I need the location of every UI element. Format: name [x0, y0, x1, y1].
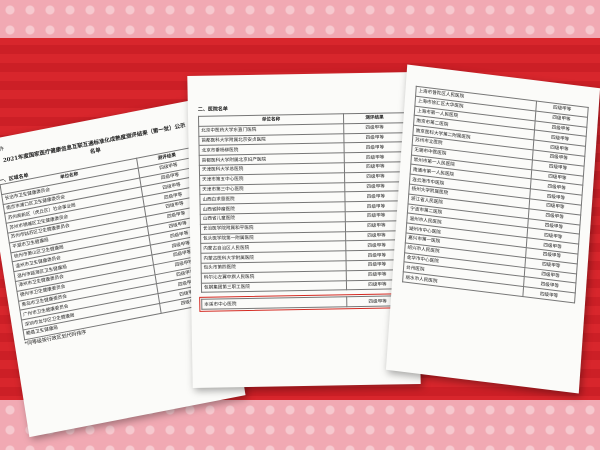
document-sheet: 二、医院名单 单位名称 测评结果 北京中医药大学东直门医院 四级甲等 首都医科大学附属北…: [187, 72, 421, 388]
lace-border: [0, 0, 600, 38]
cell: 包钢集团第三职工医院: [201, 280, 347, 293]
cell: 本溪市中心医院: [201, 297, 347, 310]
hospital-table: 上海市普陀区人民医院 四级甲等 上海市徐汇区大华医院 四级甲等 上海市第一人民医院 四级甲…: [402, 86, 589, 304]
highlighted-row: 本溪市中心医院 四级甲等: [199, 292, 412, 313]
document-sheet: 上海市普陀区人民医院 四级甲等 上海市徐汇区大华医院 四级甲等 上海市第一人民医院 四级甲…: [385, 64, 600, 394]
section-title: 二、医院名单: [197, 106, 228, 113]
hospital-table: 单位名称 测评结果 北京中医药大学东直门医院 四级甲等 首都医科大学附属北京安贞医院 四级…: [198, 112, 409, 293]
